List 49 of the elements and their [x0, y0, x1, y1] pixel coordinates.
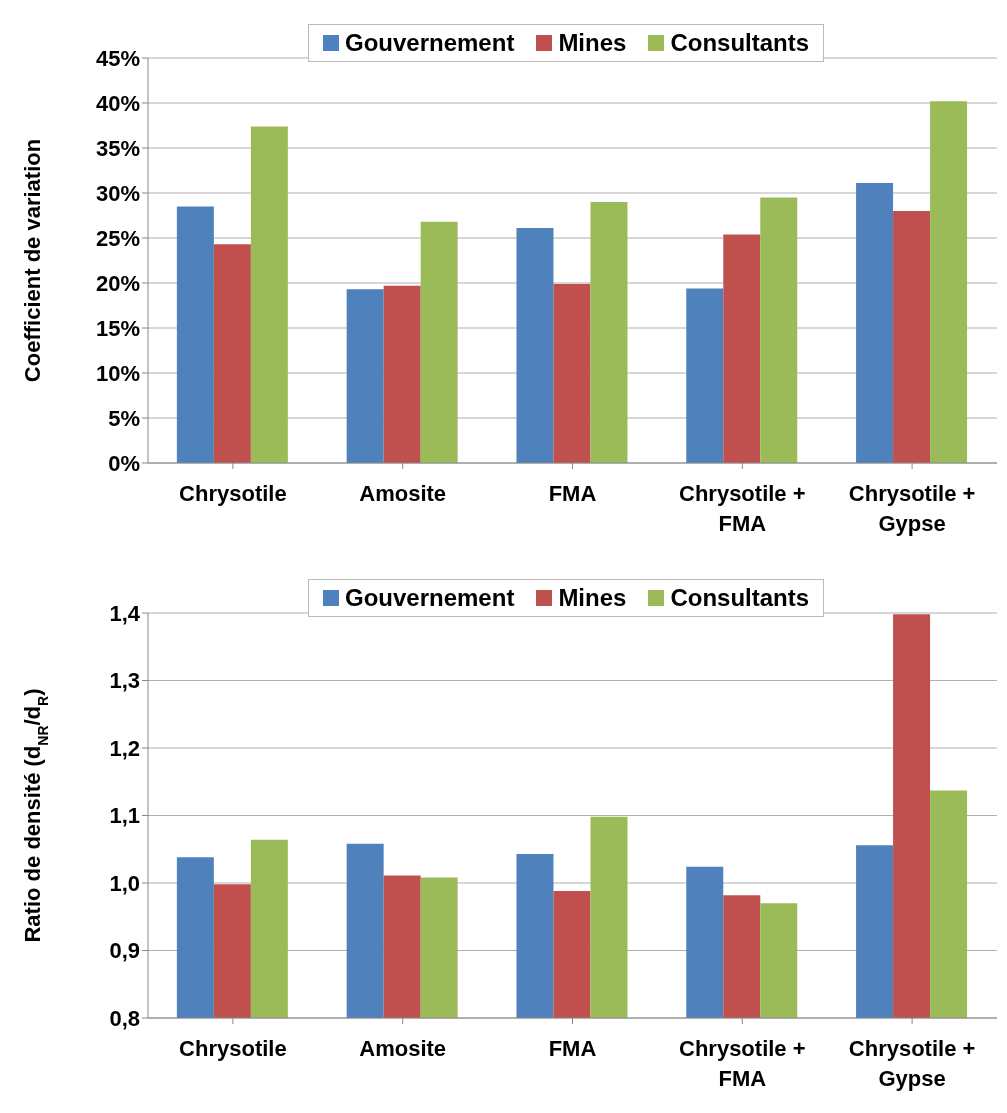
- bar: [516, 228, 554, 463]
- x-tick-label: FMA: [548, 1036, 597, 1061]
- bar: [893, 211, 931, 463]
- bar: [856, 183, 894, 463]
- y-tick-label: 1,2: [109, 735, 140, 761]
- x-tick-label: Amosite: [359, 1036, 447, 1061]
- legend-label: Gouvernement: [344, 584, 515, 612]
- bar: [420, 221, 458, 463]
- y-tick-label: 0,8: [109, 1005, 140, 1031]
- y-tick-label: 0,9: [109, 938, 140, 964]
- x-tick-label: Chrysotile + Gypse: [848, 481, 976, 536]
- x-tick-label: Chrysotile + FMA: [679, 1036, 806, 1091]
- y-axis-title: Coefficient de variation: [20, 138, 45, 383]
- x-tick-label: Chrysotile + FMA: [679, 481, 806, 536]
- y-tick-label: 0%: [108, 450, 140, 476]
- x-tick-label: Chrysotile + Gypse: [848, 1036, 976, 1091]
- y-tick-label: 5%: [108, 405, 140, 431]
- bar: [686, 288, 724, 463]
- bar: [213, 244, 251, 463]
- x-tick-label: FMA: [548, 481, 597, 506]
- x-tick-label: Amosite: [359, 481, 447, 506]
- y-tick-label: 1,1: [109, 803, 140, 829]
- y-tick-label: 45%: [95, 45, 140, 71]
- y-tick-label: 1,0: [109, 870, 140, 896]
- bar: [553, 283, 591, 463]
- bar: [383, 285, 421, 463]
- bar: [346, 289, 384, 463]
- x-tick-label: Chrysotile: [179, 1036, 287, 1061]
- legend-label: Mines: [557, 584, 627, 612]
- y-tick-label: 1,4: [109, 600, 141, 626]
- y-tick-label: 25%: [95, 225, 140, 251]
- y-tick-label: 1,3: [109, 668, 140, 694]
- y-tick-label: 30%: [95, 180, 140, 206]
- legend-label: Gouvernement: [344, 29, 515, 57]
- legend-label: Mines: [557, 29, 627, 57]
- bar: [176, 206, 214, 463]
- bar: [250, 126, 288, 463]
- y-tick-label: 35%: [95, 135, 140, 161]
- bar: [760, 197, 798, 463]
- y-tick-label: 10%: [95, 360, 140, 386]
- bar: [590, 202, 628, 463]
- legend-label: Consultants: [669, 584, 810, 612]
- y-tick-label: 20%: [95, 270, 140, 296]
- bar: [723, 234, 761, 463]
- legend-label: Consultants: [669, 29, 810, 57]
- y-tick-label: 40%: [95, 90, 140, 116]
- bar: [930, 101, 968, 463]
- x-tick-label: Chrysotile: [179, 481, 287, 506]
- y-tick-label: 15%: [95, 315, 140, 341]
